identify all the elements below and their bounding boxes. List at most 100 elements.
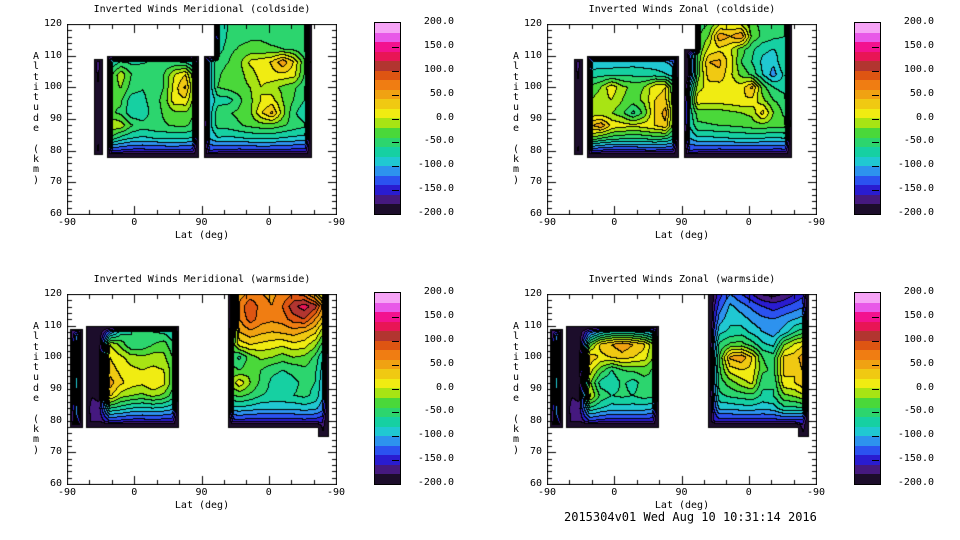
colorbar-tick bbox=[872, 119, 879, 120]
x-tick-label: 90 bbox=[675, 487, 688, 498]
colorbar-tick bbox=[392, 436, 399, 437]
x-tick-label: 90 bbox=[195, 217, 208, 228]
x-axis-label: Lat (deg) bbox=[174, 230, 230, 241]
colorbar-band bbox=[375, 464, 400, 475]
colorbar-band bbox=[375, 194, 400, 205]
colorbar-tick bbox=[872, 460, 879, 461]
y-axis-label-char: t bbox=[512, 341, 520, 353]
colorbar-band bbox=[855, 89, 880, 100]
y-tick-label: 60 bbox=[49, 208, 62, 219]
y-tick-label: 120 bbox=[523, 288, 542, 299]
colorbar-band bbox=[375, 312, 400, 322]
colorbar-band bbox=[855, 436, 880, 446]
colorbar-value-label: -100.0 bbox=[417, 429, 454, 441]
colorbar-band bbox=[375, 204, 400, 214]
panel-title: Inverted Winds Zonal (coldside) bbox=[588, 4, 776, 15]
colorbar-band bbox=[375, 407, 400, 418]
colorbar-band bbox=[855, 194, 880, 205]
colorbar-band bbox=[855, 166, 880, 176]
colorbar-band bbox=[375, 398, 400, 408]
x-tick-label: 0 bbox=[131, 217, 138, 228]
colorbar-band bbox=[855, 464, 880, 475]
colorbar-tick bbox=[392, 190, 399, 191]
colorbar bbox=[854, 292, 881, 485]
x-tick-label: 90 bbox=[195, 487, 208, 498]
colorbar-band bbox=[855, 417, 880, 427]
colorbar-band bbox=[855, 51, 880, 62]
colorbar-band bbox=[375, 378, 400, 389]
y-axis-label-char: d bbox=[512, 382, 520, 394]
y-tick-label: 90 bbox=[49, 113, 62, 124]
colorbar-band bbox=[375, 128, 400, 138]
y-axis-label-char: m bbox=[32, 164, 40, 176]
colorbar-band bbox=[375, 137, 400, 148]
y-axis-label-char: d bbox=[512, 112, 520, 124]
colorbar-band bbox=[855, 455, 880, 465]
y-axis-label-char: i bbox=[32, 81, 40, 93]
y-axis-label-char: e bbox=[32, 123, 40, 135]
colorbar-value-label: -200.0 bbox=[417, 207, 454, 218]
x-tick-label: -90 bbox=[537, 217, 557, 228]
y-axis-label-char: ) bbox=[32, 444, 40, 456]
y-tick-label: 110 bbox=[43, 319, 62, 331]
colorbar-band bbox=[855, 340, 880, 351]
x-tick-label: 0 bbox=[265, 487, 272, 498]
colorbar-band bbox=[855, 331, 880, 341]
colorbar-band bbox=[375, 80, 400, 90]
y-tick-label: 60 bbox=[529, 208, 542, 219]
x-tick-label: 0 bbox=[611, 487, 618, 498]
y-axis-label-char: l bbox=[32, 61, 40, 73]
y-tick-label: 120 bbox=[523, 18, 542, 29]
colorbar-tick bbox=[392, 365, 399, 366]
colorbar-band bbox=[375, 350, 400, 360]
y-axis-label-char: t bbox=[32, 341, 40, 353]
colorbar-value-label: -100.0 bbox=[417, 159, 454, 171]
y-axis-label-char: d bbox=[32, 382, 40, 394]
colorbar-band bbox=[855, 398, 880, 408]
colorbar-tick bbox=[392, 71, 399, 72]
colorbar-value-label: 0.0 bbox=[915, 381, 934, 393]
colorbar-band bbox=[375, 388, 400, 399]
colorbar-value-label: -50.0 bbox=[903, 405, 934, 417]
colorbar-band bbox=[855, 23, 880, 33]
colorbar-band bbox=[375, 32, 400, 43]
colorbar-value-label: -150.0 bbox=[897, 453, 934, 465]
y-axis-label-char: l bbox=[32, 331, 40, 343]
colorbar-band bbox=[375, 89, 400, 100]
y-axis-label-char: ( bbox=[32, 143, 40, 155]
colorbar-band bbox=[855, 312, 880, 322]
colorbar-value-label: 100.0 bbox=[423, 63, 454, 75]
y-tick-label: 110 bbox=[523, 319, 542, 331]
x-axis-label: Lat (deg) bbox=[174, 500, 230, 511]
colorbar-value-label: 100.0 bbox=[903, 333, 934, 345]
y-axis-label-char: m bbox=[512, 164, 520, 176]
colorbar-band bbox=[375, 147, 400, 157]
colorbar-band bbox=[375, 118, 400, 129]
colorbar-band bbox=[855, 108, 880, 119]
colorbar-value-label: -100.0 bbox=[897, 429, 934, 441]
colorbar-value-label: -200.0 bbox=[897, 207, 934, 218]
x-tick-label: -90 bbox=[806, 487, 826, 498]
colorbar-band bbox=[375, 417, 400, 427]
y-axis-label-char: t bbox=[512, 92, 520, 104]
colorbar-tick bbox=[872, 436, 879, 437]
x-tick-label: 0 bbox=[745, 487, 752, 498]
x-tick-label: 0 bbox=[131, 487, 138, 498]
colorbar-value-label: 150.0 bbox=[903, 39, 934, 51]
y-tick-label: 80 bbox=[49, 414, 62, 426]
colorbar-value-label: -50.0 bbox=[903, 135, 934, 147]
y-axis-label-char: k bbox=[32, 423, 40, 435]
y-axis-label-char: u bbox=[32, 372, 40, 384]
y-axis-label-char: A bbox=[512, 51, 520, 62]
x-tick-label: -90 bbox=[537, 487, 557, 498]
y-axis-label-char: A bbox=[32, 321, 40, 332]
y-tick-label: 120 bbox=[43, 18, 62, 29]
colorbar-band bbox=[855, 407, 880, 418]
colorbar-value-label: -100.0 bbox=[897, 159, 934, 171]
x-tick-label: 90 bbox=[675, 217, 688, 228]
colorbar-tick bbox=[872, 412, 879, 413]
colorbar-band bbox=[375, 293, 400, 303]
colorbar-band bbox=[375, 426, 400, 437]
